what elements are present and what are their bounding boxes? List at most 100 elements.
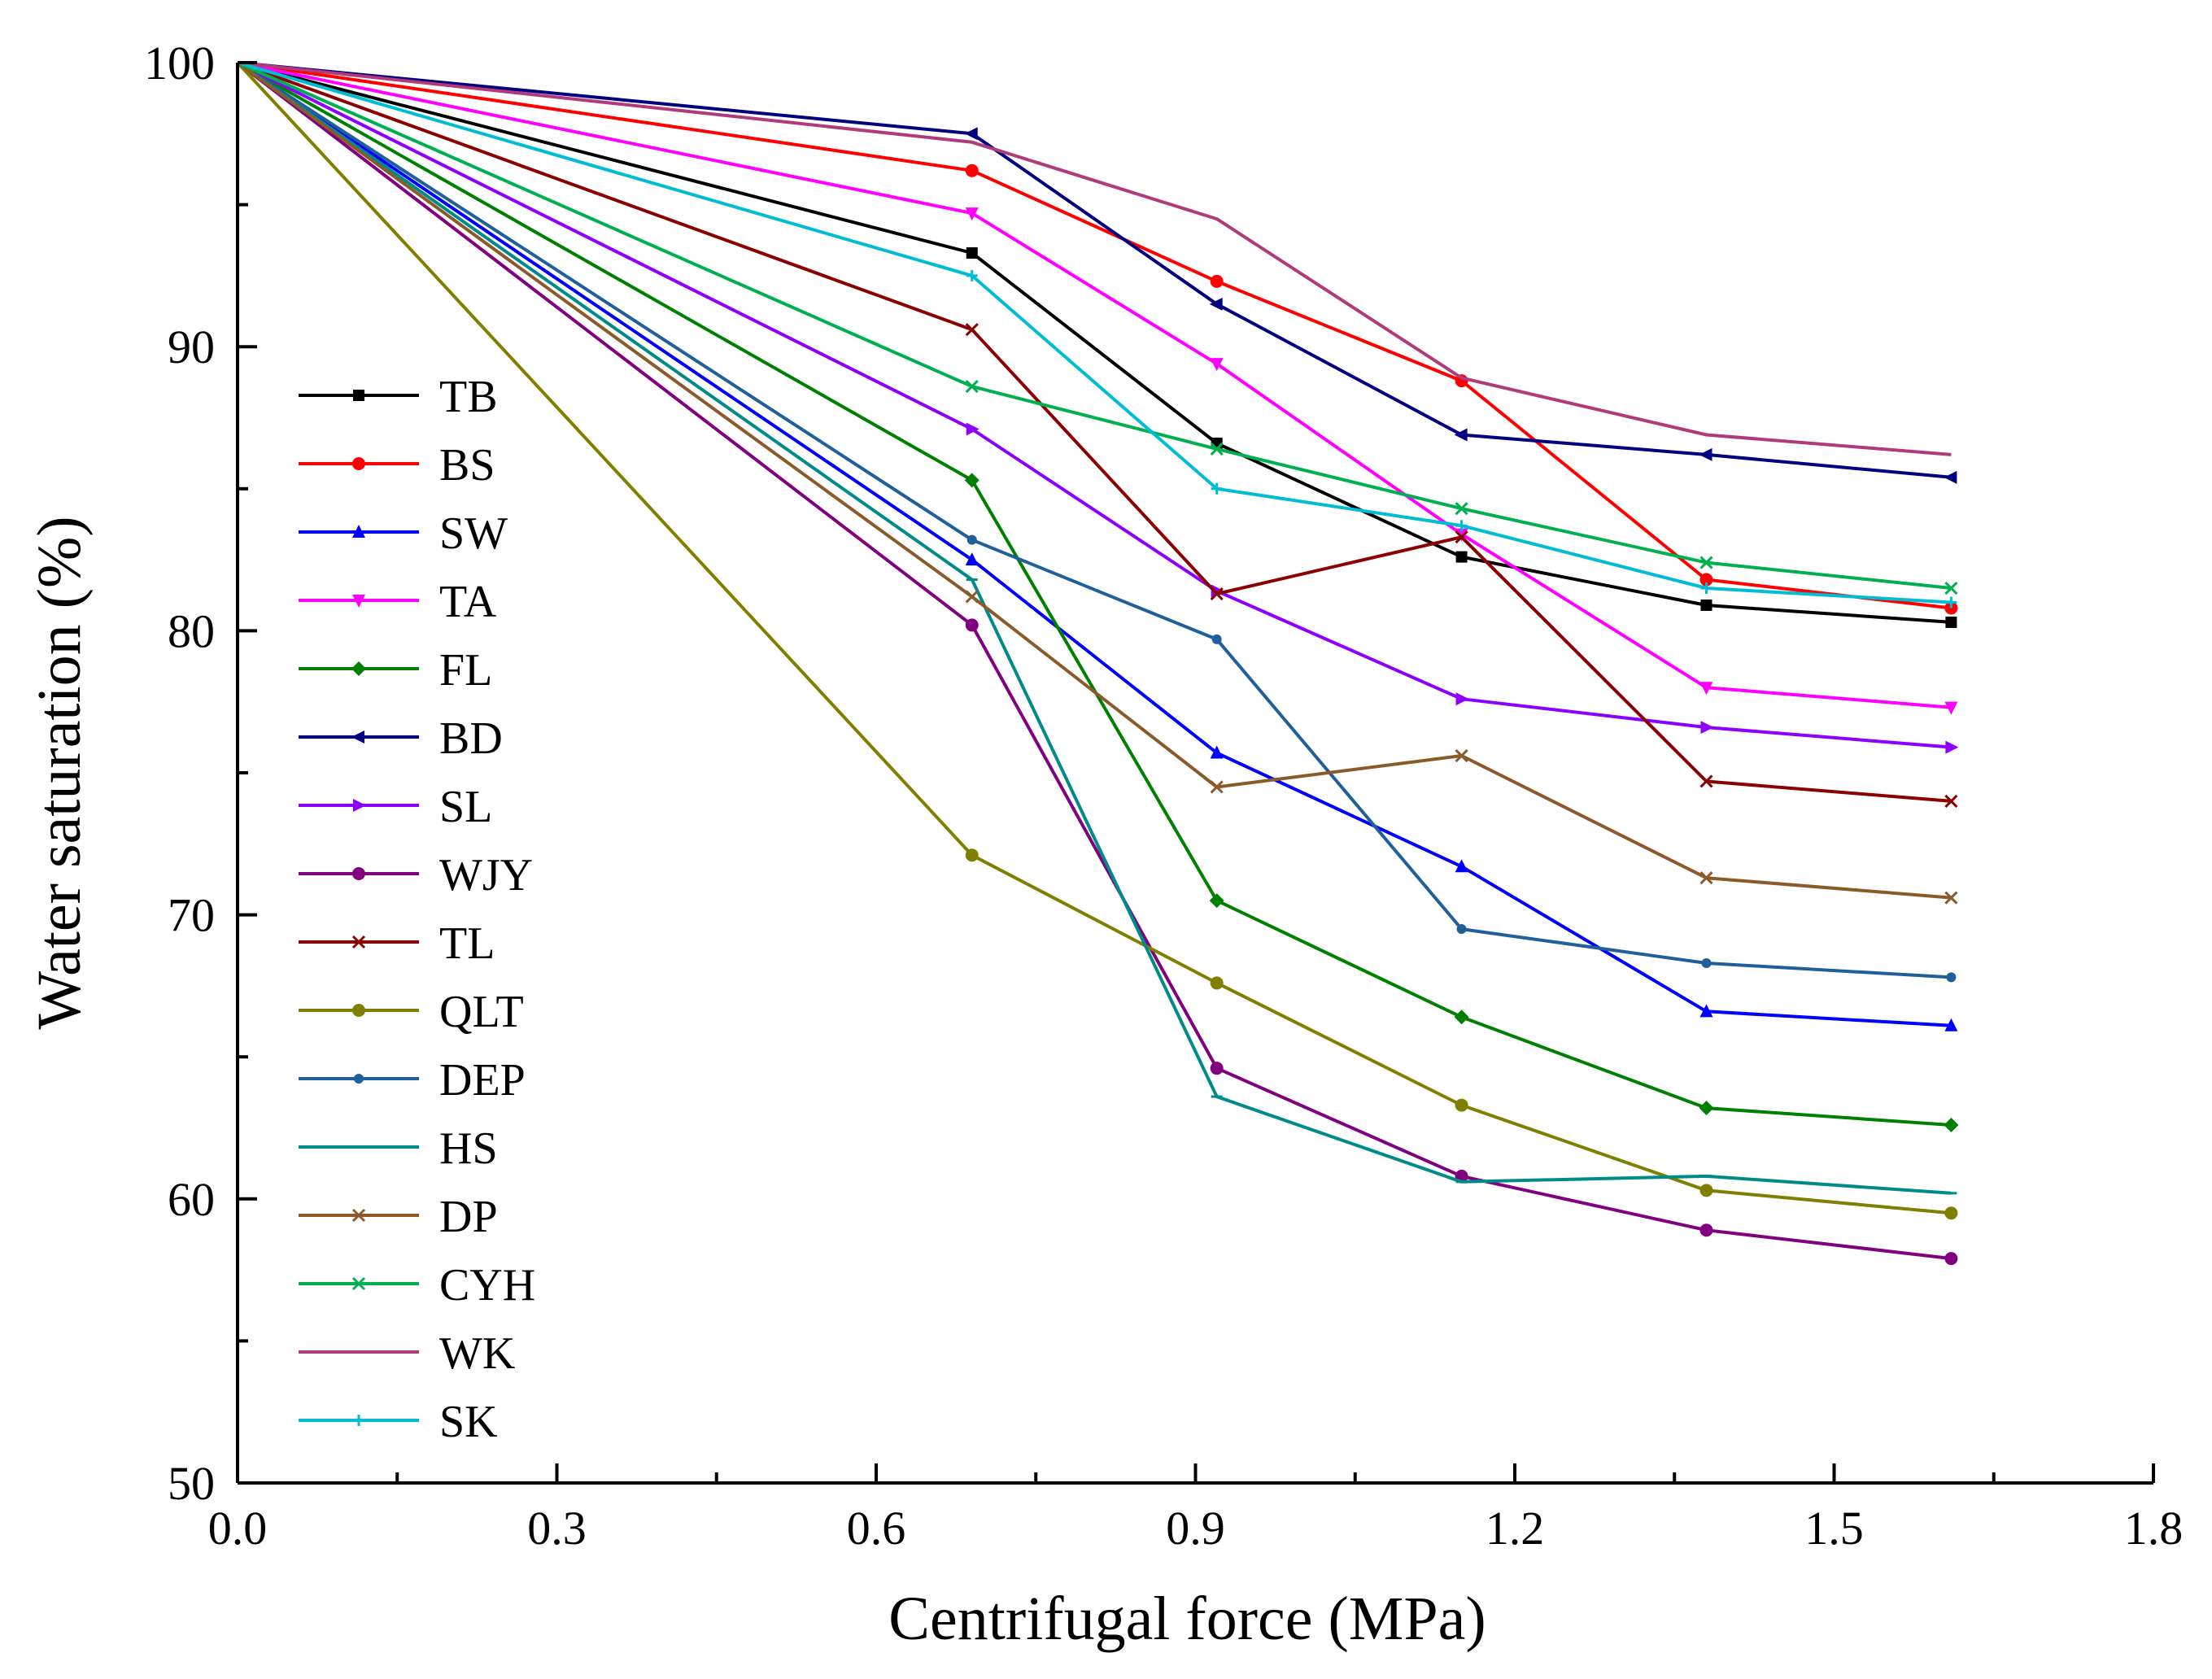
data-point-fl <box>1699 1101 1714 1116</box>
series-line-sl <box>237 61 1952 749</box>
legend-item-tb: TB <box>299 372 498 422</box>
y-tick-label: 80 <box>168 604 215 657</box>
legend-label: TA <box>439 577 497 627</box>
x-tick-label: 0.6 <box>847 1502 906 1555</box>
data-point-sw <box>965 552 979 566</box>
series-line-dep <box>236 61 1952 979</box>
data-point-ta <box>1210 358 1224 372</box>
legend-label: TL <box>439 918 495 969</box>
data-point-cyh <box>1944 581 1958 595</box>
data-point-bd <box>1699 447 1712 461</box>
data-point-fl <box>1454 1010 1469 1025</box>
legend-marker <box>351 1208 366 1223</box>
y-tick-label: 90 <box>168 321 215 373</box>
series-line-sk <box>237 61 1952 604</box>
data-point-dep <box>966 534 977 545</box>
data-point-wjy <box>965 618 979 632</box>
series-sk <box>237 61 1957 608</box>
series-line-dp <box>236 61 1952 900</box>
data-point-sl <box>1455 692 1469 706</box>
data-point-qlt <box>1210 976 1224 990</box>
data-point-sw <box>1699 1004 1713 1018</box>
data-point-sl <box>1211 584 1224 598</box>
legend-item-sk: SK <box>299 1397 498 1447</box>
series-line-bs <box>237 61 1952 610</box>
data-point-cyh <box>1210 442 1224 456</box>
series-ta <box>237 61 1958 715</box>
series-sw <box>236 61 1958 1031</box>
series-wjy <box>236 61 1958 1266</box>
data-point-sk <box>966 269 978 281</box>
legend-marker <box>351 935 366 949</box>
legend-item-cyh: CYH <box>299 1260 535 1310</box>
data-point-qlt <box>1699 1184 1713 1197</box>
series-tl <box>237 61 1958 808</box>
data-point-cyh <box>1455 502 1468 516</box>
legend-item-hs: HS <box>299 1123 498 1174</box>
data-point-tb <box>1455 551 1468 563</box>
data-point-bs <box>1210 274 1224 288</box>
legend-label: QLT <box>439 987 524 1037</box>
x-tick-label: 1.8 <box>2124 1502 2184 1555</box>
y-tick-label: 50 <box>168 1457 215 1510</box>
legend-item-dp: DP <box>299 1192 498 1242</box>
legend-label: SK <box>439 1397 498 1447</box>
x-tick-label: 1.2 <box>1486 1502 1545 1555</box>
data-point-ta <box>1944 701 1958 715</box>
series-bs <box>237 61 1958 615</box>
legend-marker <box>352 525 365 538</box>
series-line-tb <box>237 61 1952 624</box>
legend-label: DEP <box>439 1055 526 1106</box>
series-line-hs <box>236 61 1952 1195</box>
series-line-qlt <box>236 61 1952 1215</box>
data-point-fl <box>1209 893 1224 909</box>
data-point-wjy <box>1699 1223 1713 1237</box>
x-axis-title: Centrifugal force (MPa) <box>888 1585 1486 1653</box>
y-tick-label: 100 <box>144 37 215 89</box>
series-bd <box>237 61 1957 484</box>
data-point-tb <box>966 246 978 259</box>
data-point-sl <box>1700 721 1714 735</box>
series-sl <box>237 61 1959 754</box>
data-point-bd <box>1454 428 1468 442</box>
data-point-bd <box>1944 470 1957 484</box>
data-point-sk <box>1211 482 1223 495</box>
data-point-sl <box>966 422 979 436</box>
series-line-wjy <box>236 61 1952 1261</box>
legend-marker <box>351 661 366 676</box>
data-point-tl <box>965 323 979 337</box>
series-line-fl <box>237 61 1952 1127</box>
legend-item-bs: BS <box>299 440 495 491</box>
axes: 0.0 0.3 0.6 0.9 1.2 1.5 1.8 50 60 70 80 90 100 <box>144 37 2183 1555</box>
data-point-ta <box>1699 682 1713 696</box>
data-point-bd <box>1209 297 1223 311</box>
data-point-dep <box>1456 924 1467 935</box>
legend-label: BD <box>439 713 503 764</box>
data-point-sw <box>1210 745 1224 759</box>
legend-item-sw: SW <box>299 508 508 559</box>
legend-item-tl: TL <box>299 918 495 969</box>
legend-item-fl: FL <box>299 645 492 696</box>
data-point-qlt <box>965 848 979 862</box>
data-point-tl <box>1699 774 1713 788</box>
data-point-dp <box>1944 891 1958 905</box>
legend-item-bd: BD <box>299 713 503 764</box>
legend-marker <box>351 730 364 744</box>
data-point-dp <box>965 590 979 604</box>
x-tick-label: 1.5 <box>1804 1502 1864 1555</box>
series-line-bd <box>237 61 1952 479</box>
legend-label: FL <box>439 645 492 696</box>
series-line-tl <box>237 61 1952 803</box>
x-tick-label: 0.9 <box>1166 1502 1225 1555</box>
legend-marker <box>353 1415 364 1426</box>
legend-marker <box>353 390 364 401</box>
series-line-cyh <box>237 61 1952 590</box>
series-cyh <box>237 61 1958 595</box>
data-point-sw <box>1455 859 1468 873</box>
series-fl <box>237 61 1959 1133</box>
data-point-tl <box>1455 530 1468 544</box>
data-point-wjy <box>1210 1062 1224 1075</box>
data-point-tb <box>1700 599 1712 611</box>
y-tick-label: 70 <box>168 889 215 942</box>
legend-item-qlt: QLT <box>299 987 524 1037</box>
